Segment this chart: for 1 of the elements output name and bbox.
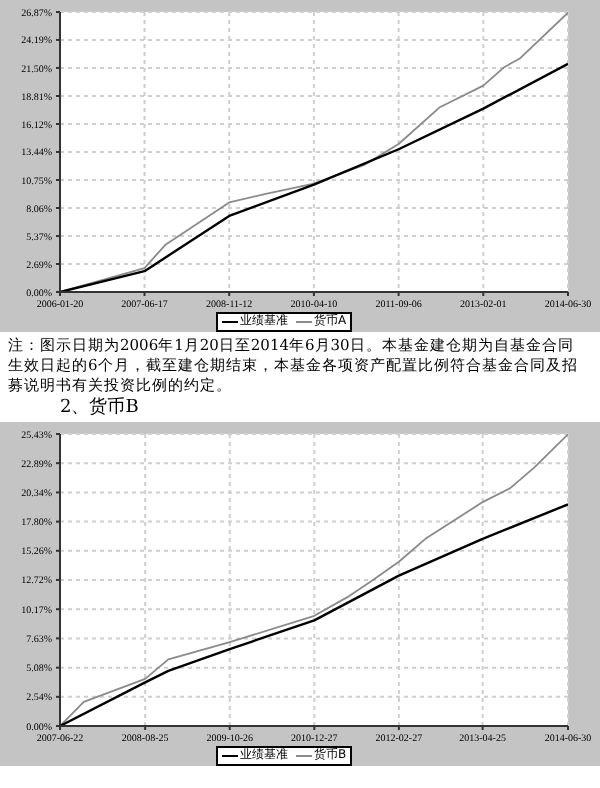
chart-title: 2、货币B — [58, 396, 141, 422]
